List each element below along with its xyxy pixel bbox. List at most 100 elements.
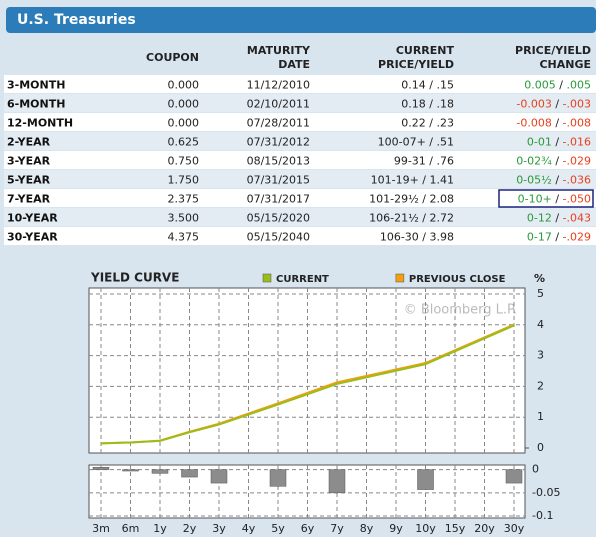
separator: /: [552, 212, 563, 225]
y-axis-label: %: [534, 272, 545, 285]
yield: .18: [437, 98, 455, 111]
price-yield-change: 0-10+ / -.050: [518, 193, 591, 206]
yield: 1.41: [430, 174, 455, 187]
separator: /: [419, 193, 430, 206]
price: 0.14: [401, 79, 426, 92]
yield-change: -.036: [563, 174, 591, 187]
column-header: MATURITY: [247, 44, 311, 57]
coupon: 0.000: [168, 79, 200, 92]
row-name: 30-YEAR: [7, 231, 58, 244]
yield: .76: [437, 155, 455, 168]
bar: [417, 469, 434, 490]
y-tick-label: 4: [537, 318, 544, 331]
y-tick-label: -0.1: [532, 509, 553, 522]
maturity: 08/15/2013: [247, 155, 310, 168]
table-row: [4, 75, 596, 93]
x-tick-label: 6y: [301, 522, 315, 535]
x-tick-label: 5y: [271, 522, 285, 535]
table-row: [4, 208, 596, 226]
x-tick-label: 20y: [474, 522, 495, 535]
bar: [122, 469, 139, 472]
price-yield: 0.14 / .15: [401, 79, 454, 92]
price-yield: 101-29½ / 2.08: [369, 193, 454, 206]
yield-change: -.008: [563, 117, 591, 130]
yield-change: -.050: [563, 193, 591, 206]
price-change: 0.005: [524, 79, 556, 92]
yield: 2.08: [430, 193, 455, 206]
price-yield: 106-30 / 3.98: [380, 231, 454, 244]
price-yield: 100-07+ / .51: [378, 136, 454, 149]
row-name: 3-YEAR: [7, 155, 51, 168]
price: 106-30: [380, 231, 419, 244]
price-yield-change: 0-01 / -.016: [527, 136, 591, 149]
price-yield: 106-21½ / 2.72: [369, 212, 454, 225]
y-tick-label: 2: [537, 379, 544, 392]
selection-box: [498, 189, 594, 208]
y-tick-label: 3: [537, 349, 544, 362]
row-name: 5-YEAR: [7, 174, 51, 187]
price-yield: 99-31 / .76: [394, 155, 454, 168]
price-yield-change: -0.003 / -.003: [516, 98, 591, 111]
yield: .51: [437, 136, 455, 149]
table-row: [4, 94, 596, 112]
x-tick-label: 15y: [445, 522, 466, 535]
table-row: [4, 113, 596, 131]
row-name: 10-YEAR: [7, 212, 58, 225]
price: 100-07+: [378, 136, 426, 149]
x-tick-label: 9y: [389, 522, 403, 535]
price-change: 0-10+: [518, 193, 552, 206]
price-yield-change: -0.008 / -.008: [516, 117, 591, 130]
bar: [181, 469, 198, 478]
y-tick-label: 0: [532, 463, 539, 476]
price-change: 0-12: [527, 212, 552, 225]
legend-swatch: [262, 273, 272, 283]
price-change: 0-17: [527, 231, 552, 244]
yield-change: -.029: [563, 155, 591, 168]
x-tick-label: 1y: [153, 522, 167, 535]
separator: /: [552, 193, 563, 206]
maturity: 11/12/2010: [247, 79, 310, 92]
coupon: 0.000: [168, 98, 200, 111]
price: 0.22: [401, 117, 426, 130]
legend-label: PREVIOUS CLOSE: [409, 274, 506, 285]
table-row: [4, 189, 596, 207]
separator: /: [552, 136, 563, 149]
price-change: 0-02¾: [516, 155, 552, 168]
maturity: 02/10/2011: [247, 98, 310, 111]
bar: [269, 469, 287, 487]
watermark: © Bloomberg L.P.: [404, 303, 517, 318]
price-change: 0-05½: [516, 174, 552, 187]
chart-title: YIELD CURVE: [90, 271, 179, 285]
price-yield: 0.18 / .18: [401, 98, 454, 111]
x-tick-label: 2y: [183, 522, 197, 535]
separator: /: [426, 155, 437, 168]
row-name: 2-YEAR: [7, 136, 51, 149]
separator: /: [419, 231, 430, 244]
column-header: DATE: [278, 58, 310, 71]
yield: 2.72: [430, 212, 455, 225]
maturity: 05/15/2040: [247, 231, 310, 244]
price: 106-21½: [369, 212, 419, 225]
table-row: [4, 132, 596, 150]
separator: /: [552, 174, 563, 187]
maturity: 07/31/2017: [247, 193, 310, 206]
separator: /: [426, 98, 437, 111]
y-tick-label: -0.05: [532, 486, 560, 499]
x-tick-label: 3m: [92, 522, 110, 535]
y-tick-label: 0: [537, 441, 544, 454]
legend-label: CURRENT: [276, 274, 329, 285]
price: 99-31: [394, 155, 426, 168]
yield-line: [100, 324, 515, 445]
price-yield-change: 0-02¾ / -.029: [516, 155, 591, 168]
column-header: CURRENT: [396, 44, 455, 57]
yield-change: -.043: [563, 212, 591, 225]
x-tick-label: 7y: [330, 522, 344, 535]
x-tick-label: 8y: [360, 522, 374, 535]
bar: [151, 469, 169, 474]
table-row: [4, 227, 596, 245]
row-name: 6-MONTH: [7, 98, 65, 111]
coupon: 3.500: [168, 212, 200, 225]
separator: /: [552, 117, 563, 130]
yield: .23: [437, 117, 455, 130]
coupon: 0.000: [168, 117, 200, 130]
